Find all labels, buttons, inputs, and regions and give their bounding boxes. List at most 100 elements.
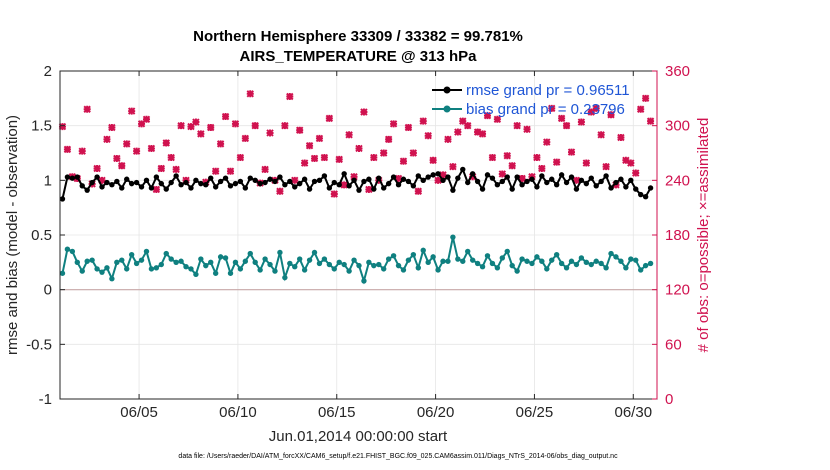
rmse-point <box>183 179 189 186</box>
obs-assimilated-point <box>291 176 299 185</box>
rmse-point <box>603 173 609 179</box>
bias-point <box>366 259 372 266</box>
obs-assimilated-point <box>236 153 245 162</box>
legend-label: rmse grand pr = 0.96511 <box>466 82 630 99</box>
bias-point <box>539 258 545 264</box>
rmse-point <box>282 182 288 188</box>
rmse-point <box>198 180 204 187</box>
rmse-point <box>124 176 130 182</box>
obs-assimilated-point <box>187 122 195 131</box>
bias-point <box>385 256 392 262</box>
rmse-point <box>558 172 565 178</box>
rmse-point <box>212 184 219 190</box>
obs-assimilated-point <box>276 187 284 195</box>
bias-point <box>247 250 253 257</box>
bias-point <box>84 258 90 264</box>
rmse-point <box>489 175 496 181</box>
obs-assimilated-point <box>152 185 161 194</box>
bias-point <box>232 259 239 266</box>
rmse-point <box>79 183 85 189</box>
bias-point <box>301 267 308 273</box>
bias-point <box>618 258 624 264</box>
rmse-point <box>336 182 342 188</box>
obs-assimilated-point <box>162 139 170 147</box>
rmse-point <box>568 174 575 180</box>
bias-point <box>306 257 313 263</box>
rmse-point <box>400 176 407 182</box>
obs-assimilated-point <box>211 167 220 175</box>
obs-assimilated-point <box>582 159 591 167</box>
rmse-point <box>376 175 382 181</box>
bias-point <box>435 267 441 273</box>
obs-assimilated-point <box>103 135 111 144</box>
rmse-point <box>119 185 125 191</box>
bias-point <box>450 234 456 240</box>
obs-assimilated-point <box>607 111 615 119</box>
bias-point <box>292 264 298 270</box>
y-tick-label-left: -0.5 <box>26 336 52 353</box>
obs-assimilated-point <box>123 140 131 148</box>
obs-assimilated-point <box>360 108 368 116</box>
obs-assimilated-point <box>572 176 581 185</box>
obs-assimilated-point <box>508 162 516 170</box>
rmse-point <box>262 179 268 186</box>
chart-title-line2: AIRS_TEMPERATURE @ 313 hPa <box>240 48 478 65</box>
obs-assimilated-point <box>365 185 373 194</box>
rmse-point <box>623 184 629 190</box>
y-tick-label-left: 2 <box>44 63 52 80</box>
obs-assimilated-point <box>567 148 576 156</box>
rmse-point <box>450 187 456 193</box>
bias-point <box>168 256 174 262</box>
rmse-point <box>618 176 624 182</box>
obs-assimilated-point <box>404 123 413 132</box>
bias-point <box>173 259 179 266</box>
bias-point <box>138 257 145 263</box>
rmse-point <box>133 179 140 186</box>
obs-assimilated-point <box>602 162 610 171</box>
rmse-point <box>534 184 540 190</box>
rmse-point <box>163 186 169 192</box>
rmse-point <box>326 185 333 191</box>
rmse-point <box>148 185 155 191</box>
bias-point <box>583 259 590 266</box>
y-tick-label-right: 0 <box>665 391 673 408</box>
rmse-point <box>316 177 323 184</box>
bias-point <box>371 262 377 269</box>
obs-assimilated-point <box>172 165 180 174</box>
bias-point <box>163 250 169 257</box>
bias-point <box>64 246 71 252</box>
bias-point <box>242 258 249 264</box>
x-tick-label: 06/10 <box>219 404 257 421</box>
bias-point <box>109 276 115 282</box>
rmse-point <box>158 180 165 187</box>
x-tick-label: 06/05 <box>120 404 158 421</box>
obs-assimilated-point <box>340 181 348 189</box>
obs-assimilated-point <box>636 105 645 113</box>
obs-assimilated-point <box>493 115 502 123</box>
obs-assimilated-point <box>646 117 655 125</box>
rmse-point <box>227 183 234 189</box>
rmse-point <box>178 182 184 188</box>
bias-point <box>405 257 412 263</box>
rmse-point <box>128 180 135 187</box>
obs-assimilated-point <box>523 125 531 134</box>
obs-assimilated-point <box>518 174 526 183</box>
bias-point <box>415 265 421 271</box>
bias-point <box>346 268 352 274</box>
x-tick-label: 06/20 <box>417 404 455 421</box>
obs-assimilated-point <box>132 147 141 155</box>
bias-point <box>563 265 570 271</box>
bias-point <box>529 260 535 267</box>
obs-assimilated-point <box>300 159 309 167</box>
rmse-point <box>109 182 115 188</box>
rmse-point <box>410 183 417 189</box>
obs-assimilated-point <box>261 165 269 174</box>
bias-point <box>282 274 288 281</box>
rmse-point <box>321 173 328 179</box>
rmse-point <box>188 185 194 191</box>
rmse-point <box>588 175 594 181</box>
bias-point <box>222 255 229 261</box>
rmse-point <box>628 177 634 184</box>
obs-assimilated-point <box>315 134 324 143</box>
obs-assimilated-point <box>231 120 240 128</box>
